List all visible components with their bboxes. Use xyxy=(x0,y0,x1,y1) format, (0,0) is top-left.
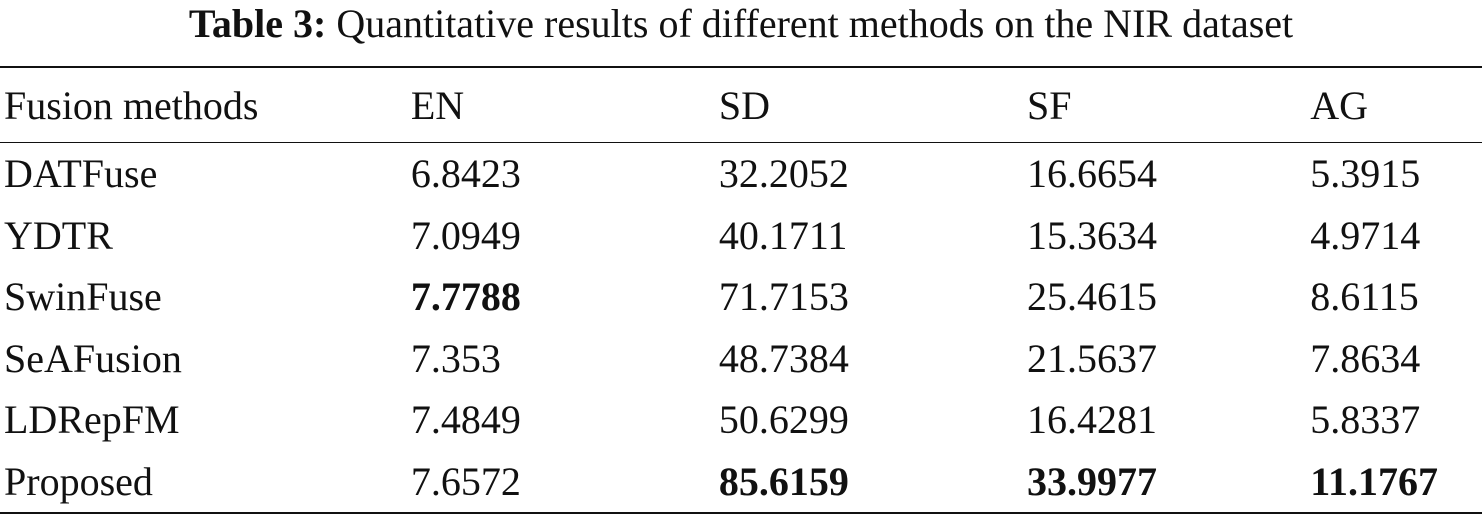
header-sd: SD xyxy=(718,66,1027,143)
header-sf: SF xyxy=(1026,66,1311,143)
table-row: LDRepFM 7.4849 50.6299 16.4281 5.8337 xyxy=(0,389,1482,451)
header-row: Fusion methods EN SD SF AG xyxy=(0,66,1482,143)
table-caption: Table 3: Quantitative results of differen… xyxy=(0,0,1482,56)
method-cell: LDRepFM xyxy=(4,397,180,443)
table-row: SwinFuse 7.7788 71.7153 25.4615 8.6115 xyxy=(0,266,1482,328)
header-en: EN xyxy=(410,66,719,143)
sf-cell: 16.4281 xyxy=(1026,397,1157,443)
method-cell: YDTR xyxy=(4,212,113,258)
en-cell: 6.8423 xyxy=(410,151,521,197)
sf-cell: 21.5637 xyxy=(1026,335,1157,381)
ag-cell: 8.6115 xyxy=(1310,274,1419,320)
method-cell: SwinFuse xyxy=(4,274,162,320)
sf-cell-best: 33.9977 xyxy=(1026,450,1311,514)
table-row: DATFuse 6.8423 32.2052 16.6654 5.3915 xyxy=(0,143,1482,205)
sf-cell: 15.3634 xyxy=(1026,212,1157,258)
sd-cell: 32.2052 xyxy=(718,151,849,197)
ag-cell-best: 11.1767 xyxy=(1310,450,1482,514)
ag-cell: 5.8337 xyxy=(1310,397,1421,443)
sd-cell: 50.6299 xyxy=(718,397,849,443)
ag-cell: 4.9714 xyxy=(1310,212,1421,258)
sd-cell: 40.1711 xyxy=(718,212,848,258)
en-cell-best: 7.7788 xyxy=(410,274,521,320)
sd-cell-best: 85.6159 xyxy=(718,450,1027,514)
table-row: YDTR 7.0949 40.1711 15.3634 4.9714 xyxy=(0,205,1482,267)
method-cell: DATFuse xyxy=(4,151,158,197)
table-row: SeAFusion 7.353 48.7384 21.5637 7.8634 xyxy=(0,328,1482,390)
results-table: Fusion methods EN SD SF AG DATFuse 6.842… xyxy=(0,66,1482,514)
ag-cell: 5.3915 xyxy=(1310,151,1421,197)
en-cell: 7.353 xyxy=(410,335,501,381)
header-fusion-methods: Fusion methods xyxy=(0,66,411,143)
en-cell: 7.4849 xyxy=(410,397,521,443)
caption-text: Quantitative results of different method… xyxy=(336,1,1294,46)
table-row: Proposed 7.6572 85.6159 33.9977 11.1767 xyxy=(0,450,1482,514)
method-cell: Proposed xyxy=(0,450,411,514)
en-cell: 7.6572 xyxy=(410,450,719,514)
header-ag: AG xyxy=(1310,66,1482,143)
sd-cell: 48.7384 xyxy=(718,335,849,381)
sd-cell: 71.7153 xyxy=(718,274,849,320)
sf-cell: 16.6654 xyxy=(1026,151,1157,197)
method-cell: SeAFusion xyxy=(4,335,182,381)
caption-label: Table 3: xyxy=(188,1,327,46)
en-cell: 7.0949 xyxy=(410,212,521,258)
ag-cell: 7.8634 xyxy=(1310,335,1421,381)
sf-cell: 25.4615 xyxy=(1026,274,1157,320)
